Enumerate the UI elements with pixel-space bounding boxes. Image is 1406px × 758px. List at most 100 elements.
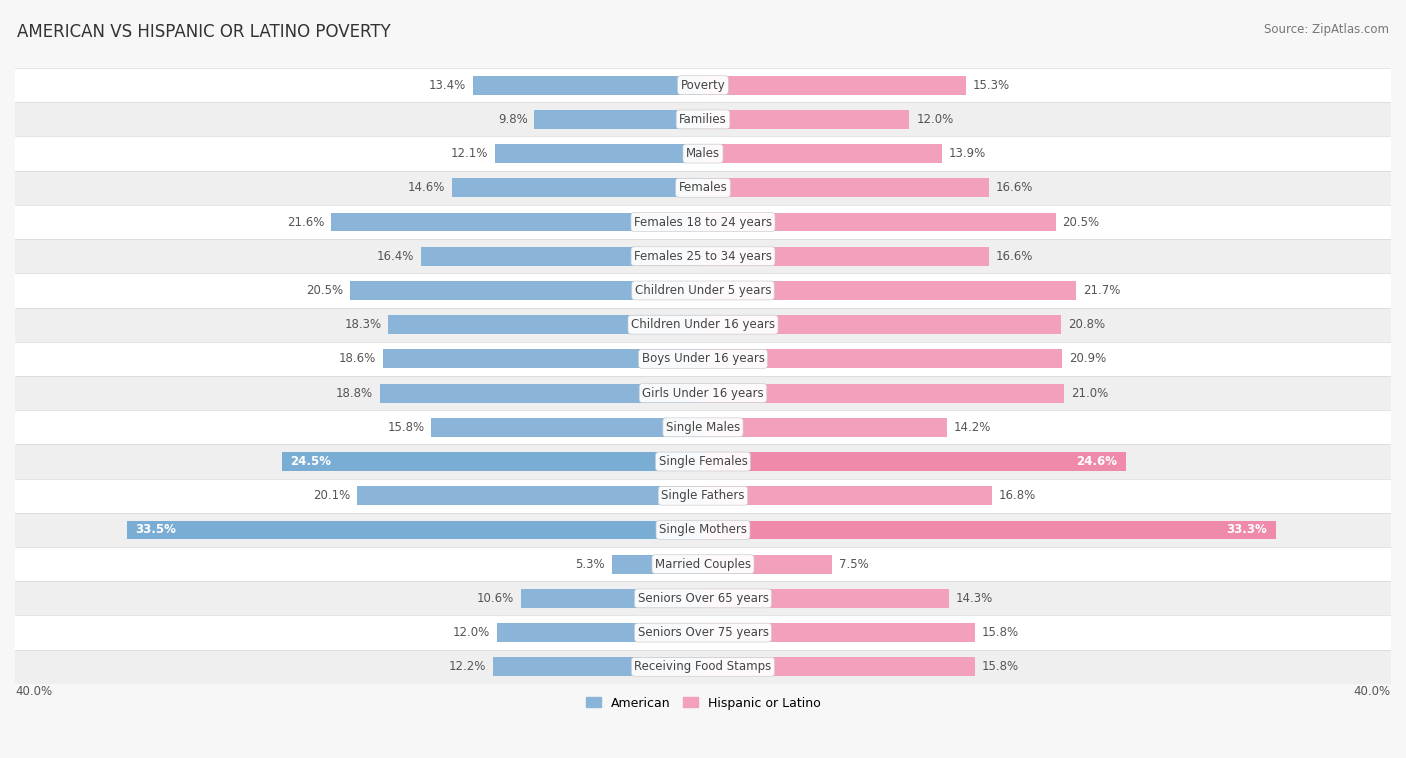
Bar [703, 384, 1064, 402]
Bar [15, 68, 1391, 102]
Text: 12.0%: 12.0% [453, 626, 489, 639]
Bar [703, 247, 988, 265]
Text: 14.6%: 14.6% [408, 181, 446, 194]
Bar [496, 623, 703, 642]
Bar [357, 487, 703, 505]
Bar [472, 76, 703, 95]
Bar [534, 110, 703, 129]
Text: 13.9%: 13.9% [949, 147, 986, 160]
Text: Females: Females [679, 181, 727, 194]
Text: 20.5%: 20.5% [1063, 215, 1099, 228]
Bar [15, 205, 1391, 239]
Bar [388, 315, 703, 334]
Bar [703, 76, 966, 95]
Text: 5.3%: 5.3% [575, 558, 605, 571]
Bar [420, 247, 703, 265]
Text: 16.4%: 16.4% [377, 249, 413, 263]
Bar [15, 102, 1391, 136]
Text: 12.1%: 12.1% [451, 147, 488, 160]
Text: 20.1%: 20.1% [314, 489, 350, 503]
Text: 15.3%: 15.3% [973, 79, 1010, 92]
Bar [15, 581, 1391, 615]
Text: 33.3%: 33.3% [1226, 524, 1267, 537]
Bar [703, 315, 1060, 334]
Bar [382, 349, 703, 368]
Text: 16.6%: 16.6% [995, 249, 1033, 263]
Text: Seniors Over 65 years: Seniors Over 65 years [637, 592, 769, 605]
Bar [432, 418, 703, 437]
Text: Males: Males [686, 147, 720, 160]
Bar [332, 212, 703, 231]
Text: Poverty: Poverty [681, 79, 725, 92]
Text: Girls Under 16 years: Girls Under 16 years [643, 387, 763, 399]
Bar [703, 657, 974, 676]
Text: 12.0%: 12.0% [917, 113, 953, 126]
Text: 18.6%: 18.6% [339, 352, 377, 365]
Text: 15.8%: 15.8% [387, 421, 425, 434]
Bar [703, 623, 974, 642]
Text: 10.6%: 10.6% [477, 592, 513, 605]
Text: 21.0%: 21.0% [1071, 387, 1108, 399]
Bar [703, 144, 942, 163]
Bar [451, 178, 703, 197]
Text: Single Males: Single Males [666, 421, 740, 434]
Bar [281, 452, 703, 471]
Bar [494, 657, 703, 676]
Text: 21.6%: 21.6% [287, 215, 325, 228]
Text: Source: ZipAtlas.com: Source: ZipAtlas.com [1264, 23, 1389, 36]
Text: AMERICAN VS HISPANIC OR LATINO POVERTY: AMERICAN VS HISPANIC OR LATINO POVERTY [17, 23, 391, 41]
Bar [612, 555, 703, 574]
Text: 24.6%: 24.6% [1077, 455, 1118, 468]
Text: 40.0%: 40.0% [1354, 684, 1391, 697]
Bar [350, 281, 703, 300]
Bar [15, 376, 1391, 410]
Text: 7.5%: 7.5% [839, 558, 869, 571]
Text: Single Mothers: Single Mothers [659, 524, 747, 537]
Bar [15, 136, 1391, 171]
Text: Females 18 to 24 years: Females 18 to 24 years [634, 215, 772, 228]
Text: Single Females: Single Females [658, 455, 748, 468]
Text: 12.2%: 12.2% [449, 660, 486, 673]
Text: 13.4%: 13.4% [429, 79, 465, 92]
Bar [380, 384, 703, 402]
Bar [15, 547, 1391, 581]
Text: 15.8%: 15.8% [981, 660, 1019, 673]
Bar [703, 555, 832, 574]
Bar [703, 110, 910, 129]
Text: 15.8%: 15.8% [981, 626, 1019, 639]
Bar [15, 650, 1391, 684]
Text: Females 25 to 34 years: Females 25 to 34 years [634, 249, 772, 263]
Bar [15, 478, 1391, 513]
Bar [703, 212, 1056, 231]
Text: Children Under 5 years: Children Under 5 years [634, 284, 772, 297]
Bar [703, 589, 949, 608]
Text: 9.8%: 9.8% [498, 113, 527, 126]
Text: 40.0%: 40.0% [15, 684, 52, 697]
Bar [703, 349, 1063, 368]
Bar [15, 308, 1391, 342]
Text: Families: Families [679, 113, 727, 126]
Text: Boys Under 16 years: Boys Under 16 years [641, 352, 765, 365]
Text: 33.5%: 33.5% [135, 524, 176, 537]
Bar [15, 239, 1391, 274]
Text: 18.3%: 18.3% [344, 318, 381, 331]
Text: 16.8%: 16.8% [998, 489, 1036, 503]
Bar [15, 444, 1391, 478]
Bar [15, 410, 1391, 444]
Text: 20.8%: 20.8% [1067, 318, 1105, 331]
Bar [15, 342, 1391, 376]
Bar [703, 178, 988, 197]
Legend: American, Hispanic or Latino: American, Hispanic or Latino [581, 691, 825, 715]
Text: 14.2%: 14.2% [955, 421, 991, 434]
Text: Single Fathers: Single Fathers [661, 489, 745, 503]
Text: 24.5%: 24.5% [290, 455, 332, 468]
Bar [127, 521, 703, 540]
Text: Married Couples: Married Couples [655, 558, 751, 571]
Bar [15, 513, 1391, 547]
Text: Seniors Over 75 years: Seniors Over 75 years [637, 626, 769, 639]
Text: 16.6%: 16.6% [995, 181, 1033, 194]
Text: 20.5%: 20.5% [307, 284, 343, 297]
Text: 18.8%: 18.8% [336, 387, 373, 399]
Bar [703, 521, 1275, 540]
Text: 14.3%: 14.3% [956, 592, 993, 605]
